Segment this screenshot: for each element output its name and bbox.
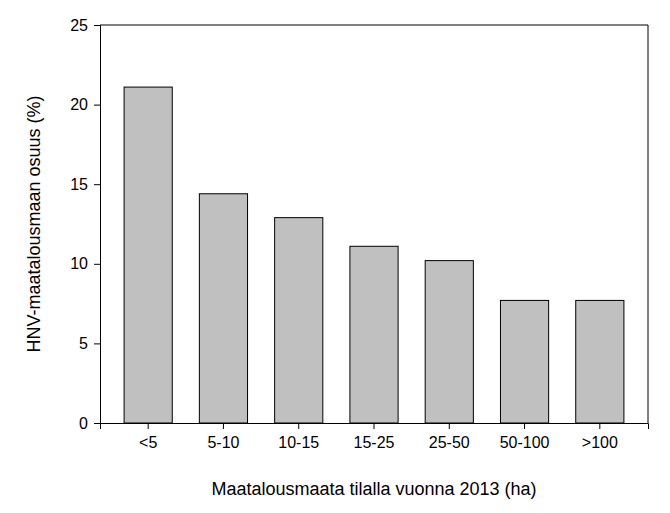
- bar: [275, 218, 323, 423]
- y-tick-label: 0: [79, 415, 88, 432]
- bar: [124, 87, 172, 423]
- x-axis: <5 5-10 10-15 15-25 25-50 50-100 >100: [101, 423, 649, 451]
- y-tick: 5: [79, 335, 100, 352]
- y-axis-line: [94, 26, 101, 424]
- x-tick-mark: [148, 423, 149, 429]
- x-tick-label: 25-50: [429, 434, 470, 451]
- x-tick-mark: [524, 423, 525, 429]
- x-axis-title: Maatalousmaata tilalla vuonna 2013 (ha): [211, 479, 536, 499]
- bar: [425, 261, 473, 423]
- y-tick-mark: [94, 105, 100, 106]
- x-tick-label: 5-10: [207, 434, 239, 451]
- chart: 0 5 10 15 20 25 <5 5-10 10-15 15-25 25-50 50-100 >10…: [0, 0, 670, 513]
- y-axis: 0 5 10 15 20 25: [70, 17, 100, 432]
- y-tick-label: 20: [70, 96, 88, 113]
- y-tick-label: 25: [70, 17, 88, 34]
- y-tick-mark: [94, 264, 100, 265]
- y-tick: 20: [70, 96, 100, 113]
- x-tick-label: 10-15: [278, 434, 319, 451]
- x-tick: 5-10: [207, 423, 239, 451]
- y-tick: 0: [79, 415, 100, 432]
- bars: [124, 87, 624, 423]
- x-axis-line: [101, 424, 649, 430]
- x-tick-mark: [599, 423, 600, 429]
- y-tick-label: 10: [70, 255, 88, 272]
- x-tick: 50-100: [500, 423, 550, 451]
- x-tick: <5: [139, 423, 157, 451]
- bar: [576, 300, 624, 423]
- x-tick-label: 15-25: [354, 434, 395, 451]
- plot: 0 5 10 15 20 25 <5 5-10 10-15 15-25 25-50 50-100 >10…: [70, 17, 648, 452]
- x-tick-label: <5: [139, 434, 157, 451]
- y-tick-label: 5: [79, 335, 88, 352]
- y-tick-mark: [94, 423, 100, 424]
- y-tick-mark: [94, 343, 100, 344]
- x-tick: 10-15: [278, 423, 319, 451]
- x-tick: >100: [582, 423, 618, 451]
- y-tick-mark: [94, 25, 100, 26]
- x-tick-mark: [374, 423, 375, 429]
- y-tick-label: 15: [70, 176, 88, 193]
- x-tick-label: 50-100: [500, 434, 550, 451]
- x-tick-mark: [223, 423, 224, 429]
- y-tick: 10: [70, 255, 100, 272]
- frame: [100, 25, 648, 423]
- y-tick-mark: [94, 184, 100, 185]
- bar: [199, 194, 247, 423]
- x-tick: 25-50: [429, 423, 470, 451]
- x-tick-mark: [449, 423, 450, 429]
- x-tick-mark: [298, 423, 299, 429]
- y-tick: 25: [70, 17, 100, 34]
- bar: [350, 246, 398, 423]
- y-tick: 15: [70, 176, 100, 193]
- y-axis-title: HNV-maatalousmaan osuus (%): [24, 95, 44, 352]
- x-tick: 15-25: [354, 423, 395, 451]
- bar: [500, 300, 548, 423]
- x-tick-label: >100: [582, 434, 618, 451]
